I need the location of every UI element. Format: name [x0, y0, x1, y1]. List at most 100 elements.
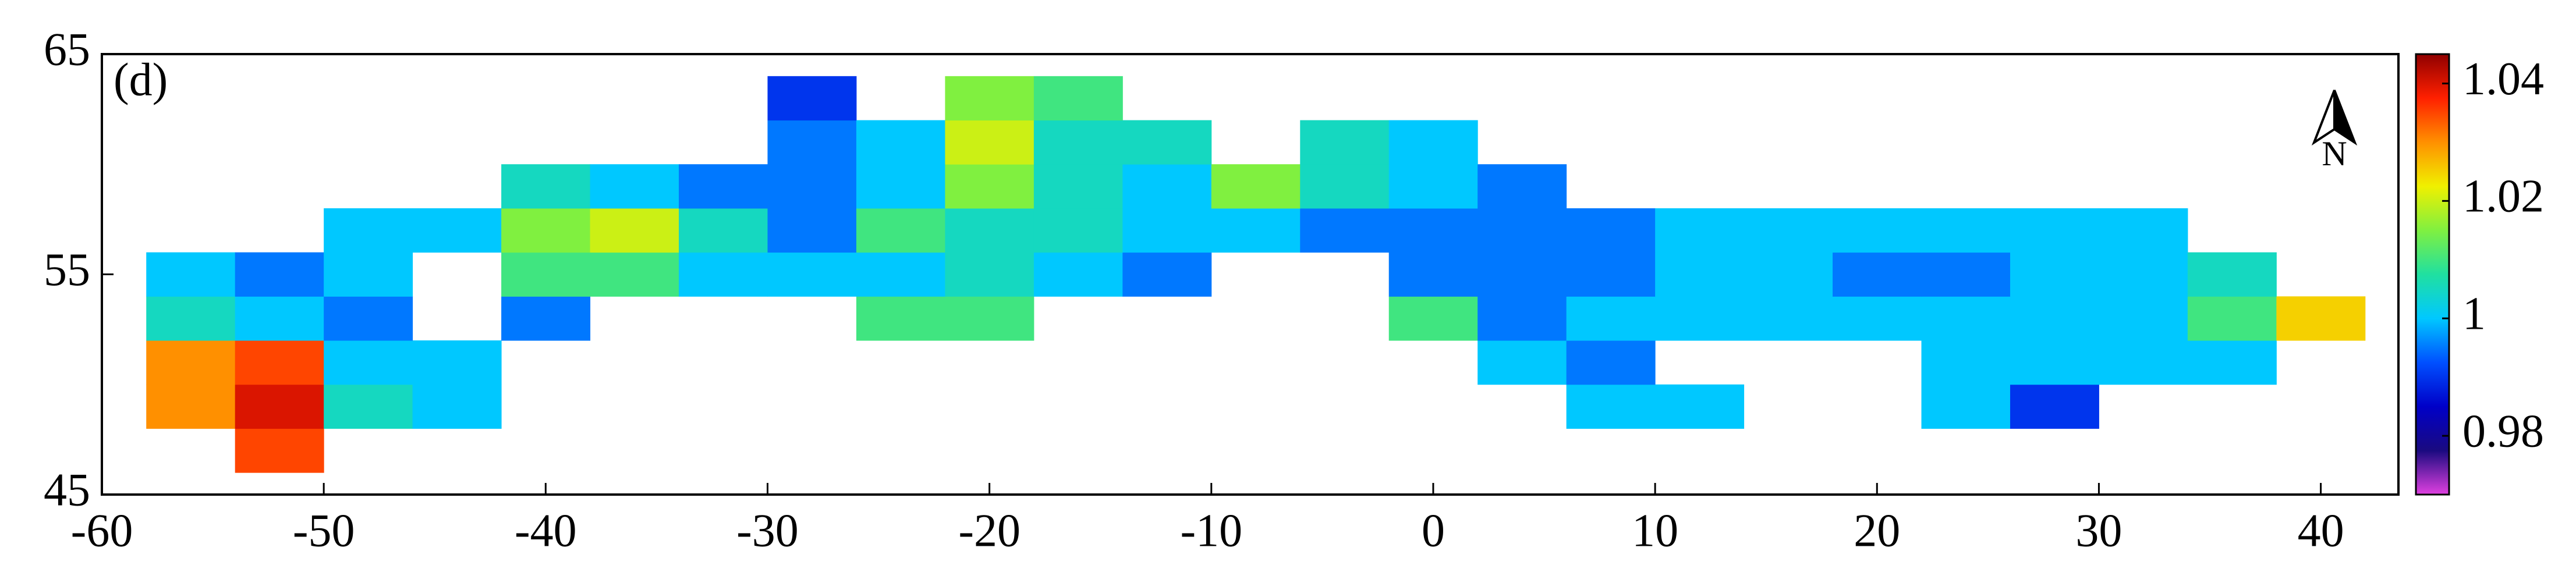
cell — [1388, 120, 1478, 165]
colorbar-tick-label: 0.98 — [2462, 406, 2544, 457]
cell — [590, 208, 679, 253]
cell — [501, 296, 591, 341]
cell — [2010, 252, 2099, 297]
x-tick-label: -50 — [293, 505, 355, 556]
cell — [2099, 340, 2188, 385]
cell — [1833, 252, 1922, 297]
y-tick-label: 65 — [44, 24, 90, 75]
cell — [1122, 252, 1212, 297]
cell — [1921, 340, 2011, 385]
x-tick-label: -20 — [958, 505, 1021, 556]
north-label: N — [2322, 134, 2347, 173]
cell — [235, 428, 324, 473]
x-tick-label: -40 — [515, 505, 577, 556]
cell — [2010, 340, 2099, 385]
cell — [2187, 296, 2277, 341]
cell — [501, 252, 591, 297]
cell — [1744, 252, 1833, 297]
panel-label: (d) — [114, 54, 168, 105]
cell — [501, 164, 591, 209]
cell — [1566, 296, 1656, 341]
cell — [1211, 164, 1301, 209]
cell — [235, 296, 324, 341]
cell — [1921, 296, 2011, 341]
cell — [146, 252, 236, 297]
cell — [1388, 252, 1478, 297]
cell — [146, 340, 236, 385]
cell — [945, 76, 1034, 121]
cell — [856, 252, 945, 297]
cell — [324, 296, 413, 341]
cell — [679, 252, 768, 297]
cell — [1388, 164, 1478, 209]
cell — [590, 164, 679, 209]
cell — [1921, 252, 2011, 297]
cell — [1655, 296, 1745, 341]
cell — [412, 208, 502, 253]
cell — [590, 252, 679, 297]
cell — [1744, 296, 1833, 341]
cell — [856, 296, 945, 341]
colorbar-tick-label: 1.02 — [2462, 171, 2544, 222]
y-tick-label: 45 — [44, 464, 90, 516]
cell — [1477, 252, 1567, 297]
cell — [2010, 384, 2099, 429]
cell — [2099, 252, 2188, 297]
cell — [945, 252, 1034, 297]
cell — [1300, 120, 1390, 165]
cell — [1833, 208, 1922, 253]
cell — [1033, 120, 1123, 165]
cell — [945, 120, 1034, 165]
cell — [2187, 340, 2277, 385]
cell — [235, 384, 324, 429]
cell — [2010, 296, 2099, 341]
cell — [856, 208, 945, 253]
cell — [1211, 208, 1301, 253]
cell — [2099, 208, 2188, 253]
cell — [1833, 296, 1922, 341]
cell — [2187, 252, 2277, 297]
x-tick-label: 40 — [2298, 505, 2344, 556]
cells — [146, 76, 2366, 473]
cell — [1566, 384, 1656, 429]
colorbar-tick-label: 1.04 — [2462, 54, 2544, 105]
cell — [1388, 296, 1478, 341]
cell — [1566, 340, 1656, 385]
cell — [1744, 208, 1833, 253]
colorbar — [2415, 53, 2450, 496]
cell — [146, 384, 236, 429]
cell — [1300, 208, 1390, 253]
cell — [235, 252, 324, 297]
x-tick-label: 30 — [2075, 505, 2122, 556]
cell — [945, 208, 1034, 253]
north-arrow: N — [2311, 90, 2358, 173]
cell — [767, 252, 857, 297]
cell — [2099, 296, 2188, 341]
cell — [679, 208, 768, 253]
cell — [324, 252, 413, 297]
cell — [1388, 208, 1478, 253]
x-tick-label: -60 — [71, 505, 133, 556]
cell — [1655, 384, 1745, 429]
cell — [1566, 252, 1656, 297]
cell — [324, 340, 413, 385]
cell — [1300, 164, 1390, 209]
cell — [1921, 384, 2011, 429]
cell — [945, 296, 1034, 341]
cell — [679, 164, 768, 209]
cell — [1477, 296, 1567, 341]
x-tick-label: -10 — [1180, 505, 1242, 556]
cell — [146, 296, 236, 341]
cell — [1655, 208, 1745, 253]
cell — [235, 340, 324, 385]
cell — [2276, 296, 2366, 341]
x-tick-label: 20 — [1854, 505, 1900, 556]
cell — [1477, 164, 1567, 209]
cell — [501, 208, 591, 253]
cell — [1477, 340, 1567, 385]
cell — [1122, 164, 1212, 209]
cell — [856, 120, 945, 165]
x-tick-label: -30 — [736, 505, 799, 556]
cell — [1033, 164, 1123, 209]
